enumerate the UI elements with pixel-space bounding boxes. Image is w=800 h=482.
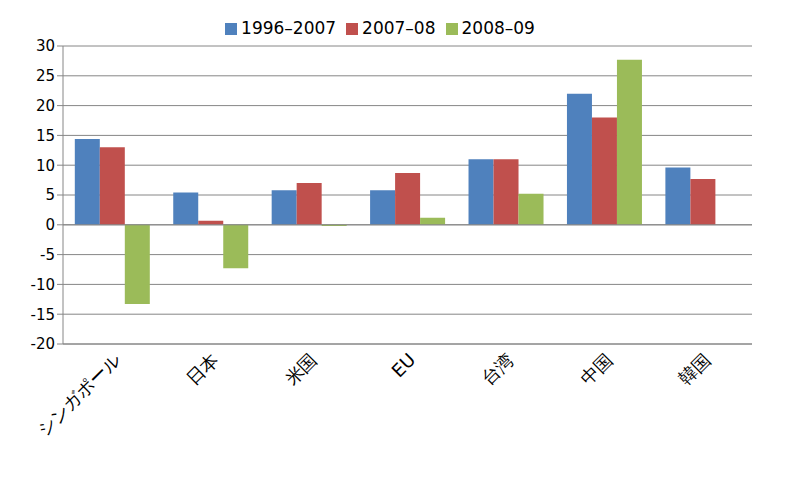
- svg-text:25: 25: [36, 67, 55, 85]
- svg-text:-10: -10: [31, 276, 56, 294]
- svg-text:20: 20: [36, 97, 55, 115]
- svg-text:30: 30: [36, 37, 55, 55]
- svg-text:シンガポール: シンガポール: [33, 349, 124, 440]
- svg-text:0: 0: [45, 216, 55, 234]
- svg-text:-20: -20: [31, 335, 56, 353]
- svg-text:-15: -15: [31, 306, 56, 324]
- svg-text:15: 15: [36, 127, 55, 145]
- html-text:2007–08: 2007–08: [362, 18, 436, 38]
- svg-text:5: 5: [45, 186, 55, 204]
- svg-text:-5: -5: [40, 246, 55, 264]
- svg-text:韓国: 韓国: [674, 349, 714, 389]
- svg-text:EU: EU: [387, 349, 419, 381]
- svg-text:台湾: 台湾: [477, 349, 517, 389]
- svg-text:日本: 日本: [182, 349, 222, 389]
- html-text:2008–09: 2008–09: [461, 18, 535, 38]
- html-text:1996–2007: 1996–2007: [241, 18, 337, 38]
- svg-text:10: 10: [36, 157, 55, 175]
- svg-text:米国: 米国: [281, 349, 321, 389]
- svg-text:中国: 中国: [576, 349, 616, 389]
